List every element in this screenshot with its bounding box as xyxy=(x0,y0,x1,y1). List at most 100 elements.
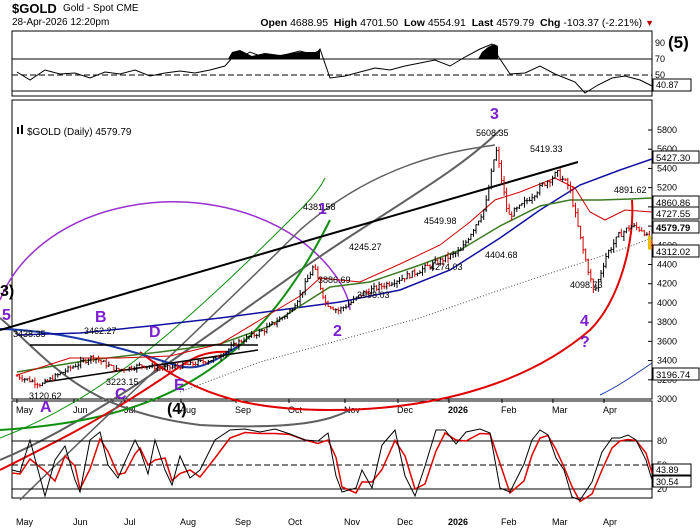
price-tick-label: 5200 xyxy=(657,183,677,193)
price-point-label: 4891.62 xyxy=(614,185,647,195)
stoch-last-box-1 xyxy=(652,463,692,476)
symbol-title: $GOLD xyxy=(12,1,57,16)
wave-label-5-top: (5) xyxy=(668,33,689,52)
ma-longest-line xyxy=(179,237,653,393)
price-panel-frame xyxy=(11,99,653,400)
stoch-tick-label: 80 xyxy=(657,436,667,446)
wave-label: E xyxy=(174,377,185,394)
wave-label: (4) xyxy=(167,401,187,418)
cycle-arc-gray-outer xyxy=(19,144,496,501)
cycle-arc-purple xyxy=(0,201,351,311)
price-point-label: 3462.27 xyxy=(84,326,117,336)
x-tick-label: Mar xyxy=(552,405,568,415)
stoch-last-box-2 xyxy=(652,475,692,488)
down-arrow-icon: ▼ xyxy=(645,18,654,28)
rsi-tick-label: 50 xyxy=(655,70,665,80)
high-label: High xyxy=(333,17,358,29)
wave-label: A xyxy=(40,399,52,416)
cycle-arc-red-lower xyxy=(0,350,231,471)
price-point-label: 3438.35 xyxy=(13,329,46,339)
stoch-tick-label: 20 xyxy=(657,484,667,494)
ma-short-line xyxy=(16,177,653,376)
price-chart-title: $GOLD (Daily) 4579.79 xyxy=(27,127,132,138)
x-tick-label: Aug xyxy=(180,405,196,415)
rsi-last-value-box xyxy=(652,78,692,92)
bar-icon xyxy=(17,127,19,134)
price-point-label: 4404.68 xyxy=(485,250,518,260)
x-tick-label-lower: Jun xyxy=(73,517,88,527)
price-tick-label: 5400 xyxy=(657,163,677,173)
last-bar-highlight xyxy=(648,235,651,250)
price-point-label: 4245.27 xyxy=(349,242,382,252)
x-tick-label: Dec xyxy=(397,405,414,415)
last-value: 4579.79 xyxy=(496,17,535,29)
x-tick-label: Apr xyxy=(603,405,617,415)
price-value-label-ma_long: 5427.30 xyxy=(656,153,690,164)
x-tick-label: 2026 xyxy=(448,405,468,415)
x-tick-label: Sep xyxy=(235,405,251,415)
wave-label: 3 xyxy=(490,106,499,123)
wave-label: ? xyxy=(580,334,590,351)
wave-label: 2 xyxy=(333,323,342,340)
stoch-last-value-2: 30.54 xyxy=(656,477,679,487)
price-value-box xyxy=(652,150,700,164)
stoch-k-line xyxy=(11,428,653,501)
cycle-arc-green xyxy=(0,219,331,431)
rsi-overbought-fill xyxy=(478,44,498,59)
stoch-last-value-1: 43.89 xyxy=(656,465,679,475)
open-label: Open xyxy=(260,17,288,29)
chg-value: -103.37 (-2.21%) xyxy=(563,17,643,29)
rsi-line xyxy=(16,43,653,94)
x-tick-label: Jun xyxy=(73,405,88,415)
price-value-box xyxy=(652,206,700,220)
price-point-label: 4098.73 xyxy=(570,280,603,290)
high-value: 4701.50 xyxy=(360,17,399,29)
price-tick-label: 4200 xyxy=(657,279,677,289)
cycle-arc-green-thin xyxy=(0,177,326,439)
x-tick-label: Oct xyxy=(288,405,303,415)
price-point-label: 5608.35 xyxy=(476,128,509,138)
low-label: Low xyxy=(403,17,425,29)
price-value-box xyxy=(652,244,700,258)
quote-summary: Open 4688.95 High 4701.50 Low 4554.91 La… xyxy=(260,17,654,29)
x-tick-label-lower: 2026 xyxy=(448,517,468,527)
x-tick-label-lower: Mar xyxy=(552,517,568,527)
price-point-label: 3886.69 xyxy=(318,275,351,285)
cycle-arc-gray-main xyxy=(0,129,501,461)
price-tick-label: 5800 xyxy=(657,125,677,135)
price-value-box xyxy=(652,367,700,381)
price-tick-label: 3000 xyxy=(657,394,677,404)
last-label: Last xyxy=(471,17,494,29)
price-point-label: 4381.58 xyxy=(303,202,336,212)
stoch-d-line xyxy=(11,431,653,503)
price-tick-label: 5600 xyxy=(657,144,677,154)
price-value-label-ma_short: 4727.55 xyxy=(656,209,690,220)
price-tick-label: 4400 xyxy=(657,260,677,270)
x-tick-label-lower: Oct xyxy=(288,517,303,527)
price-tick-label: 3400 xyxy=(657,356,677,366)
x-tick-label-lower: Feb xyxy=(501,517,517,527)
stochastic-panel-frame xyxy=(11,400,653,499)
price-tick-label: 3800 xyxy=(657,317,677,327)
price-point-label: 5419.33 xyxy=(530,144,563,154)
wave-label: 4 xyxy=(580,313,589,330)
rsi-overbought-fill xyxy=(228,50,320,59)
wave-label: 1 xyxy=(318,201,327,218)
x-tick-label: May xyxy=(16,405,34,415)
wave-label: C xyxy=(115,386,127,403)
price-panel-title: $GOLD (Daily) 4579.79 xyxy=(17,125,132,138)
x-tick-label-lower: Apr xyxy=(603,517,617,527)
bar-icon xyxy=(21,125,23,134)
chart-header: $GOLD Gold - Spot CME 28-Apr-2026 12:20p… xyxy=(0,0,700,30)
symbol-description: Gold - Spot CME xyxy=(63,3,139,14)
wave-label: D xyxy=(149,324,161,341)
cycle-arc-gray-lower xyxy=(0,317,351,428)
rsi-panel-frame xyxy=(11,30,653,97)
cycle-arc-red xyxy=(139,199,634,412)
long-ma-tail xyxy=(599,362,653,396)
x-tick-label-lower: Nov xyxy=(344,517,361,527)
x-tick-label-lower: May xyxy=(16,517,34,527)
price-value-label-ma_longest: 4312.02 xyxy=(656,247,690,258)
price-value-label-ma_long_cycle: 3196.74 xyxy=(656,370,690,381)
wave-label: 3) xyxy=(0,283,14,300)
